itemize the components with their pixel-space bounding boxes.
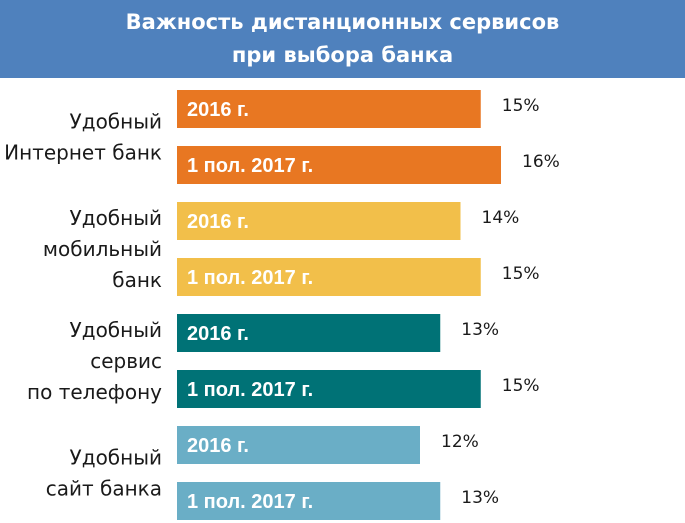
category-label: Удобный [70, 206, 162, 230]
bar-period-label: 2016 г. [187, 323, 249, 345]
category-label: Удобный [70, 446, 162, 470]
category-label: Интернет банк [4, 141, 162, 165]
category-label: банк [112, 268, 162, 292]
data-label: 16% [522, 152, 560, 172]
category-label: сервис [90, 349, 162, 373]
bar [177, 202, 461, 240]
data-label: 12% [441, 432, 479, 452]
bar [177, 314, 441, 352]
data-label: 13% [461, 320, 499, 340]
bar-period-label: 1 пол. 2017 г. [187, 267, 313, 289]
bar [177, 370, 481, 408]
category-label: Удобный [70, 110, 162, 134]
chart-title: Важность дистанционных сервисов при выбо… [0, 0, 685, 78]
data-label: 15% [502, 376, 540, 396]
bar-period-label: 2016 г. [187, 99, 249, 121]
bar [177, 146, 501, 184]
data-label: 15% [502, 96, 540, 116]
data-label: 14% [482, 208, 520, 228]
data-label: 13% [461, 488, 499, 508]
category-label: мобильный [43, 237, 162, 261]
category-label: сайт банка [46, 477, 162, 501]
bar [177, 90, 481, 128]
bar [177, 482, 441, 520]
chart-title-line-2: при выбора банка [231, 43, 454, 67]
bar [177, 258, 481, 296]
bar-period-label: 2016 г. [187, 435, 249, 457]
data-label: 15% [502, 264, 540, 284]
bar-period-label: 1 пол. 2017 г. [187, 155, 313, 177]
chart-title-line-1: Важность дистанционных сервисов [125, 10, 560, 34]
category-label: по телефону [27, 380, 162, 404]
bar-period-label: 1 пол. 2017 г. [187, 379, 313, 401]
category-label: Удобный [70, 318, 162, 342]
bar-period-label: 1 пол. 2017 г. [187, 491, 313, 513]
bar-period-label: 2016 г. [187, 211, 249, 233]
bar [177, 426, 420, 464]
